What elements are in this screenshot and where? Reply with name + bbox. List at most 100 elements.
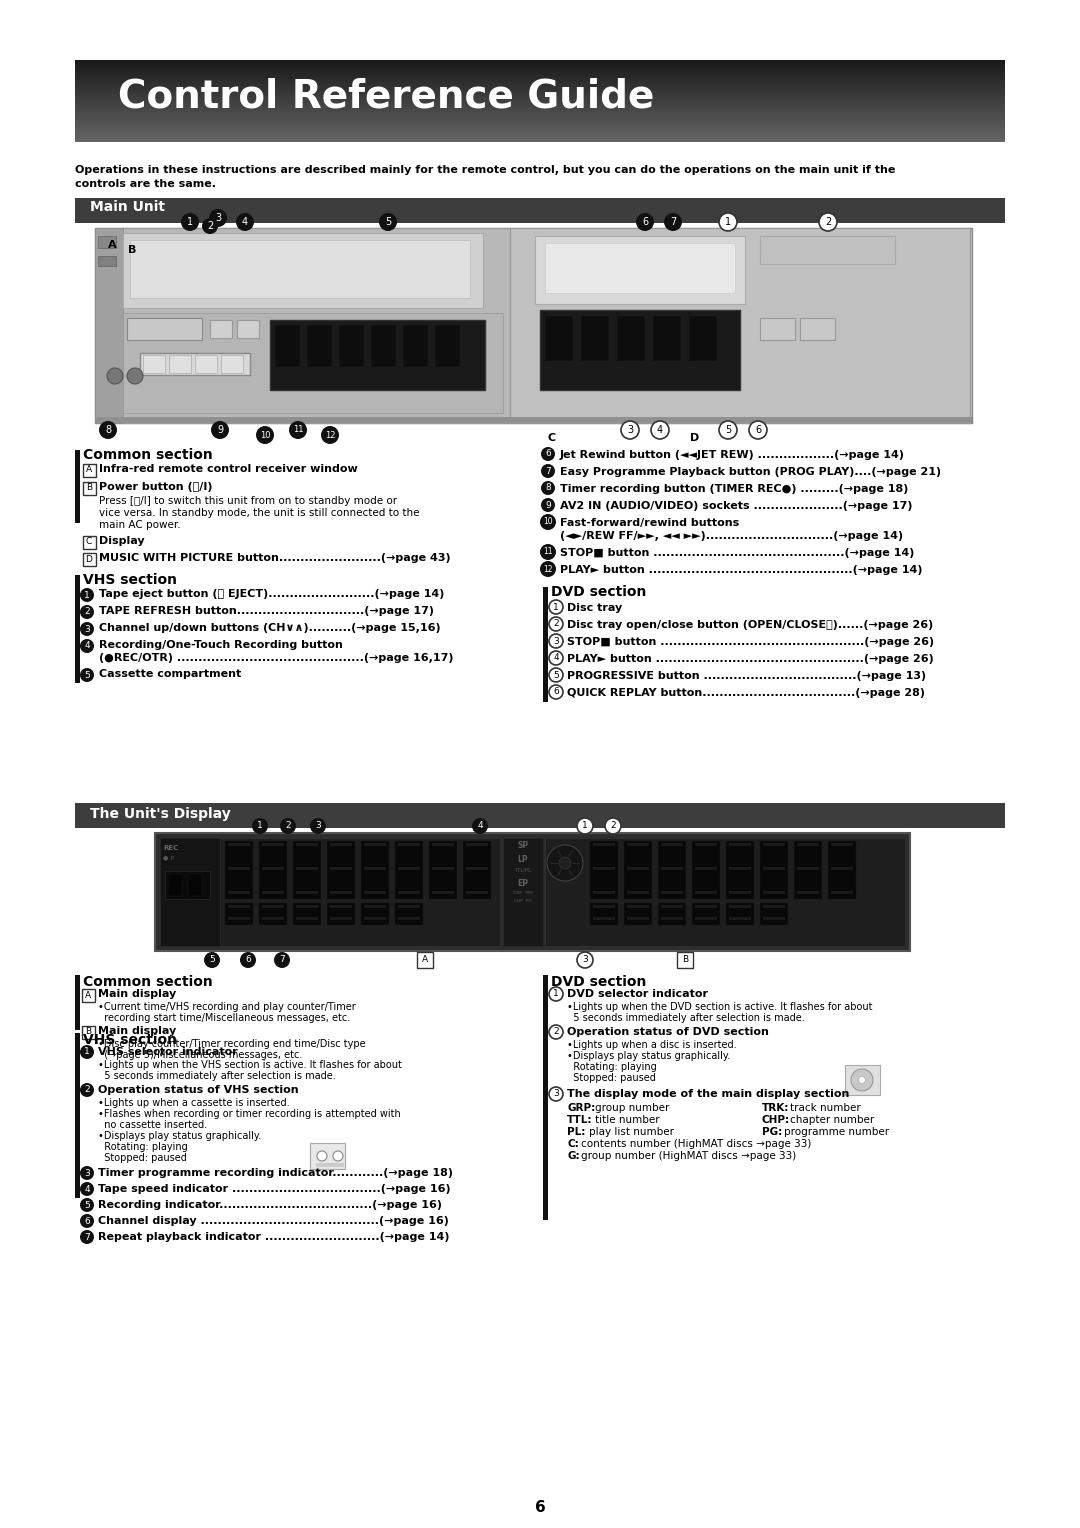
Bar bbox=[330, 866, 352, 869]
Text: •Displays play status graphically.: •Displays play status graphically. bbox=[98, 1131, 261, 1141]
Text: A: A bbox=[422, 955, 428, 964]
Bar bbox=[75, 575, 80, 683]
Text: 1: 1 bbox=[725, 217, 731, 228]
Bar bbox=[762, 843, 785, 847]
Circle shape bbox=[859, 1077, 865, 1083]
Text: 2: 2 bbox=[610, 822, 616, 831]
Text: Channel display ..........................................(→page 16): Channel display ........................… bbox=[98, 1216, 449, 1225]
Circle shape bbox=[80, 622, 94, 636]
Bar bbox=[627, 843, 649, 847]
Bar bbox=[828, 840, 856, 898]
Bar bbox=[327, 840, 355, 898]
Circle shape bbox=[237, 212, 254, 231]
Bar bbox=[262, 843, 284, 847]
Text: 7: 7 bbox=[84, 1233, 90, 1241]
Circle shape bbox=[549, 1025, 563, 1039]
Bar bbox=[503, 837, 543, 946]
Bar bbox=[465, 866, 488, 869]
Bar bbox=[463, 840, 491, 898]
Bar bbox=[435, 325, 460, 367]
Text: 4: 4 bbox=[477, 822, 483, 831]
Bar bbox=[165, 871, 210, 898]
Bar bbox=[364, 917, 386, 920]
Text: 8: 8 bbox=[105, 425, 111, 435]
Bar bbox=[361, 903, 389, 924]
Text: G:: G: bbox=[567, 1151, 580, 1161]
Text: B: B bbox=[85, 1027, 91, 1036]
Text: •Lights up when a disc is inserted.: •Lights up when a disc is inserted. bbox=[567, 1041, 737, 1050]
Text: Tape speed indicator ...................................(→page 16): Tape speed indicator ...................… bbox=[98, 1184, 450, 1193]
Text: CHP  PG: CHP PG bbox=[514, 898, 531, 903]
Circle shape bbox=[541, 481, 555, 495]
Bar bbox=[762, 891, 785, 894]
Bar bbox=[210, 319, 232, 338]
Text: Stopped: paused: Stopped: paused bbox=[567, 1073, 656, 1083]
Circle shape bbox=[559, 857, 571, 869]
Bar bbox=[143, 354, 165, 373]
Bar bbox=[661, 891, 683, 894]
Circle shape bbox=[240, 952, 256, 969]
Text: B: B bbox=[129, 244, 136, 255]
Text: 5 seconds immediately after selection is made.: 5 seconds immediately after selection is… bbox=[98, 1071, 336, 1080]
Text: vice versa. In standby mode, the unit is still connected to the: vice versa. In standby mode, the unit is… bbox=[99, 507, 419, 518]
Text: TAPE REFRESH button..............................(→page 17): TAPE REFRESH button.....................… bbox=[99, 607, 434, 616]
Bar bbox=[95, 228, 123, 423]
Text: SP: SP bbox=[517, 840, 528, 850]
Bar bbox=[653, 316, 681, 361]
Bar bbox=[677, 952, 693, 969]
Text: 3: 3 bbox=[84, 1169, 90, 1178]
Circle shape bbox=[577, 817, 593, 834]
Text: PLAY► button .................................................(→page 26): PLAY► button ...........................… bbox=[567, 654, 934, 665]
Text: Rotating: playing: Rotating: playing bbox=[98, 1141, 188, 1152]
Circle shape bbox=[80, 668, 94, 681]
Text: group number: group number bbox=[595, 1103, 670, 1112]
Text: LP: LP bbox=[517, 856, 528, 863]
Text: 9: 9 bbox=[545, 501, 551, 509]
Circle shape bbox=[280, 817, 296, 834]
Bar bbox=[729, 843, 751, 847]
Bar bbox=[364, 843, 386, 847]
Circle shape bbox=[80, 1198, 94, 1212]
Text: •Displays play status graphically.: •Displays play status graphically. bbox=[567, 1051, 730, 1060]
Bar bbox=[545, 837, 905, 946]
Text: (●REC/OTR) ............................................(→page 16,17): (●REC/OTR) .............................… bbox=[99, 652, 454, 663]
Text: Stopped: paused: Stopped: paused bbox=[98, 1154, 187, 1163]
Text: VHS section: VHS section bbox=[83, 573, 177, 587]
Circle shape bbox=[549, 651, 563, 665]
Bar bbox=[372, 325, 396, 367]
Text: 8: 8 bbox=[545, 483, 551, 492]
Bar bbox=[259, 903, 287, 924]
Circle shape bbox=[541, 448, 555, 461]
Bar bbox=[797, 843, 819, 847]
Bar bbox=[140, 353, 249, 374]
Bar bbox=[800, 318, 835, 341]
Text: Operation status of VHS section: Operation status of VHS section bbox=[98, 1085, 299, 1096]
Circle shape bbox=[651, 422, 669, 439]
Bar bbox=[545, 243, 735, 293]
Text: 10: 10 bbox=[260, 431, 270, 440]
Bar bbox=[95, 228, 510, 423]
Bar bbox=[228, 866, 249, 869]
Bar bbox=[293, 840, 321, 898]
Text: VHS section: VHS section bbox=[83, 1033, 177, 1047]
Circle shape bbox=[80, 639, 94, 652]
Text: 5: 5 bbox=[725, 425, 731, 435]
Circle shape bbox=[719, 422, 737, 439]
Bar bbox=[831, 866, 853, 869]
Text: Main display: Main display bbox=[98, 989, 176, 999]
Text: 4: 4 bbox=[242, 217, 248, 228]
Circle shape bbox=[851, 1070, 873, 1091]
Text: title number: title number bbox=[595, 1115, 660, 1125]
Bar bbox=[293, 903, 321, 924]
Bar bbox=[510, 228, 970, 423]
Text: 6: 6 bbox=[545, 449, 551, 458]
Text: B: B bbox=[681, 955, 688, 964]
Bar bbox=[168, 354, 191, 373]
Circle shape bbox=[210, 209, 227, 228]
Bar bbox=[432, 843, 454, 847]
Text: B: B bbox=[86, 483, 92, 492]
Bar bbox=[399, 866, 420, 869]
Bar bbox=[593, 905, 615, 908]
Circle shape bbox=[256, 426, 274, 445]
Bar bbox=[627, 905, 649, 908]
